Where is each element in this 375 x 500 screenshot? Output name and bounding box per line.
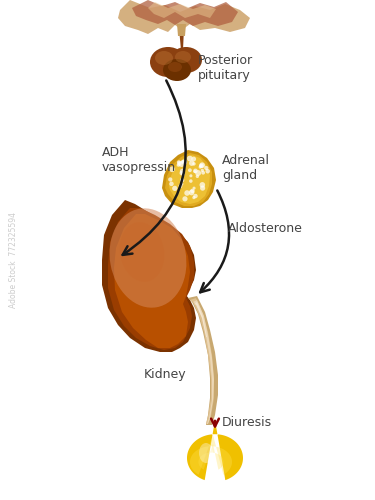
Polygon shape — [194, 302, 207, 337]
Circle shape — [177, 163, 180, 167]
Circle shape — [169, 166, 175, 172]
Circle shape — [196, 174, 199, 178]
Circle shape — [169, 182, 174, 186]
Circle shape — [179, 161, 184, 167]
Circle shape — [192, 162, 196, 166]
Circle shape — [190, 188, 195, 193]
Polygon shape — [162, 150, 216, 208]
Circle shape — [194, 170, 196, 173]
Circle shape — [189, 190, 194, 196]
Polygon shape — [187, 420, 243, 480]
Text: Kidney: Kidney — [144, 368, 186, 381]
Circle shape — [189, 174, 192, 178]
FancyArrowPatch shape — [123, 80, 186, 255]
Polygon shape — [179, 28, 184, 50]
Circle shape — [182, 196, 188, 202]
Ellipse shape — [120, 222, 164, 282]
Circle shape — [180, 178, 184, 182]
Text: Adrenal
gland: Adrenal gland — [222, 154, 270, 182]
Text: Aldosterone: Aldosterone — [228, 222, 303, 234]
Circle shape — [191, 156, 196, 162]
Polygon shape — [102, 200, 196, 352]
Polygon shape — [108, 208, 194, 350]
Circle shape — [200, 182, 205, 188]
Polygon shape — [177, 24, 186, 36]
Ellipse shape — [110, 208, 186, 308]
Circle shape — [200, 186, 205, 190]
Circle shape — [193, 168, 198, 173]
Circle shape — [189, 180, 193, 183]
Circle shape — [199, 164, 204, 168]
Polygon shape — [148, 2, 216, 18]
Circle shape — [181, 172, 185, 176]
Polygon shape — [190, 435, 232, 474]
Circle shape — [192, 196, 195, 199]
Polygon shape — [118, 0, 250, 34]
Circle shape — [180, 171, 184, 175]
Circle shape — [178, 184, 182, 188]
Circle shape — [187, 156, 193, 162]
Circle shape — [192, 186, 196, 190]
Polygon shape — [188, 296, 218, 425]
Circle shape — [168, 178, 172, 182]
Circle shape — [193, 194, 198, 198]
Ellipse shape — [175, 51, 191, 63]
Circle shape — [180, 182, 183, 186]
Polygon shape — [165, 153, 212, 206]
Ellipse shape — [168, 62, 182, 72]
Ellipse shape — [199, 443, 213, 463]
Polygon shape — [190, 298, 214, 424]
Ellipse shape — [163, 59, 191, 81]
FancyArrowPatch shape — [200, 190, 229, 292]
Text: Adobe Stock  772325594: Adobe Stock 772325594 — [9, 212, 18, 308]
Polygon shape — [114, 214, 190, 348]
Circle shape — [188, 168, 192, 172]
Polygon shape — [169, 155, 210, 204]
Ellipse shape — [150, 47, 186, 77]
Circle shape — [182, 160, 187, 165]
Circle shape — [184, 190, 190, 196]
Circle shape — [200, 164, 202, 168]
Circle shape — [206, 169, 210, 173]
Ellipse shape — [155, 51, 173, 65]
Text: Posterior
pituitary: Posterior pituitary — [198, 54, 253, 82]
Circle shape — [201, 171, 205, 174]
Circle shape — [172, 186, 177, 191]
Circle shape — [189, 160, 194, 166]
Circle shape — [181, 160, 184, 164]
Text: ADH
vasopressin: ADH vasopressin — [102, 146, 176, 174]
Circle shape — [204, 166, 209, 170]
FancyArrowPatch shape — [211, 418, 219, 426]
Circle shape — [199, 162, 205, 168]
Circle shape — [177, 160, 181, 164]
Circle shape — [199, 166, 202, 168]
Circle shape — [201, 169, 204, 172]
Circle shape — [177, 161, 182, 166]
Circle shape — [180, 168, 185, 174]
Ellipse shape — [170, 47, 202, 73]
Text: Diuresis: Diuresis — [222, 416, 272, 428]
Polygon shape — [193, 300, 214, 424]
Polygon shape — [198, 444, 223, 469]
Polygon shape — [132, 0, 238, 26]
Circle shape — [195, 170, 201, 176]
